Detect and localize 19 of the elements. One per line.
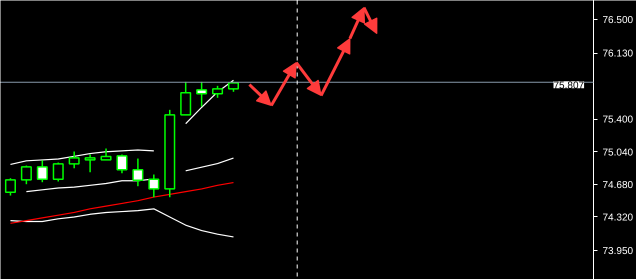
line-series [10, 182, 234, 224]
candlestick [180, 81, 192, 116]
ref-line-label: 75.807 [554, 80, 585, 92]
y-tick-label: 76.130 [602, 48, 634, 60]
candlestick [100, 148, 112, 161]
y-tick-label: 75.040 [602, 147, 634, 158]
candlestick [52, 162, 64, 182]
candlestick [68, 150, 80, 170]
y-tick-label: 76.500 [602, 15, 634, 26]
candlestick [116, 154, 128, 174]
candlestick [4, 177, 16, 196]
y-tick-label: 75.400 [602, 114, 634, 126]
candlestick [212, 85, 224, 99]
y-tick-label: 74.680 [602, 180, 634, 191]
candlestick [84, 154, 96, 173]
candlestick [20, 164, 32, 185]
y-tick-label: 74.320 [602, 212, 634, 224]
y-tick-label: 73.950 [602, 246, 634, 258]
line-series [10, 208, 234, 238]
